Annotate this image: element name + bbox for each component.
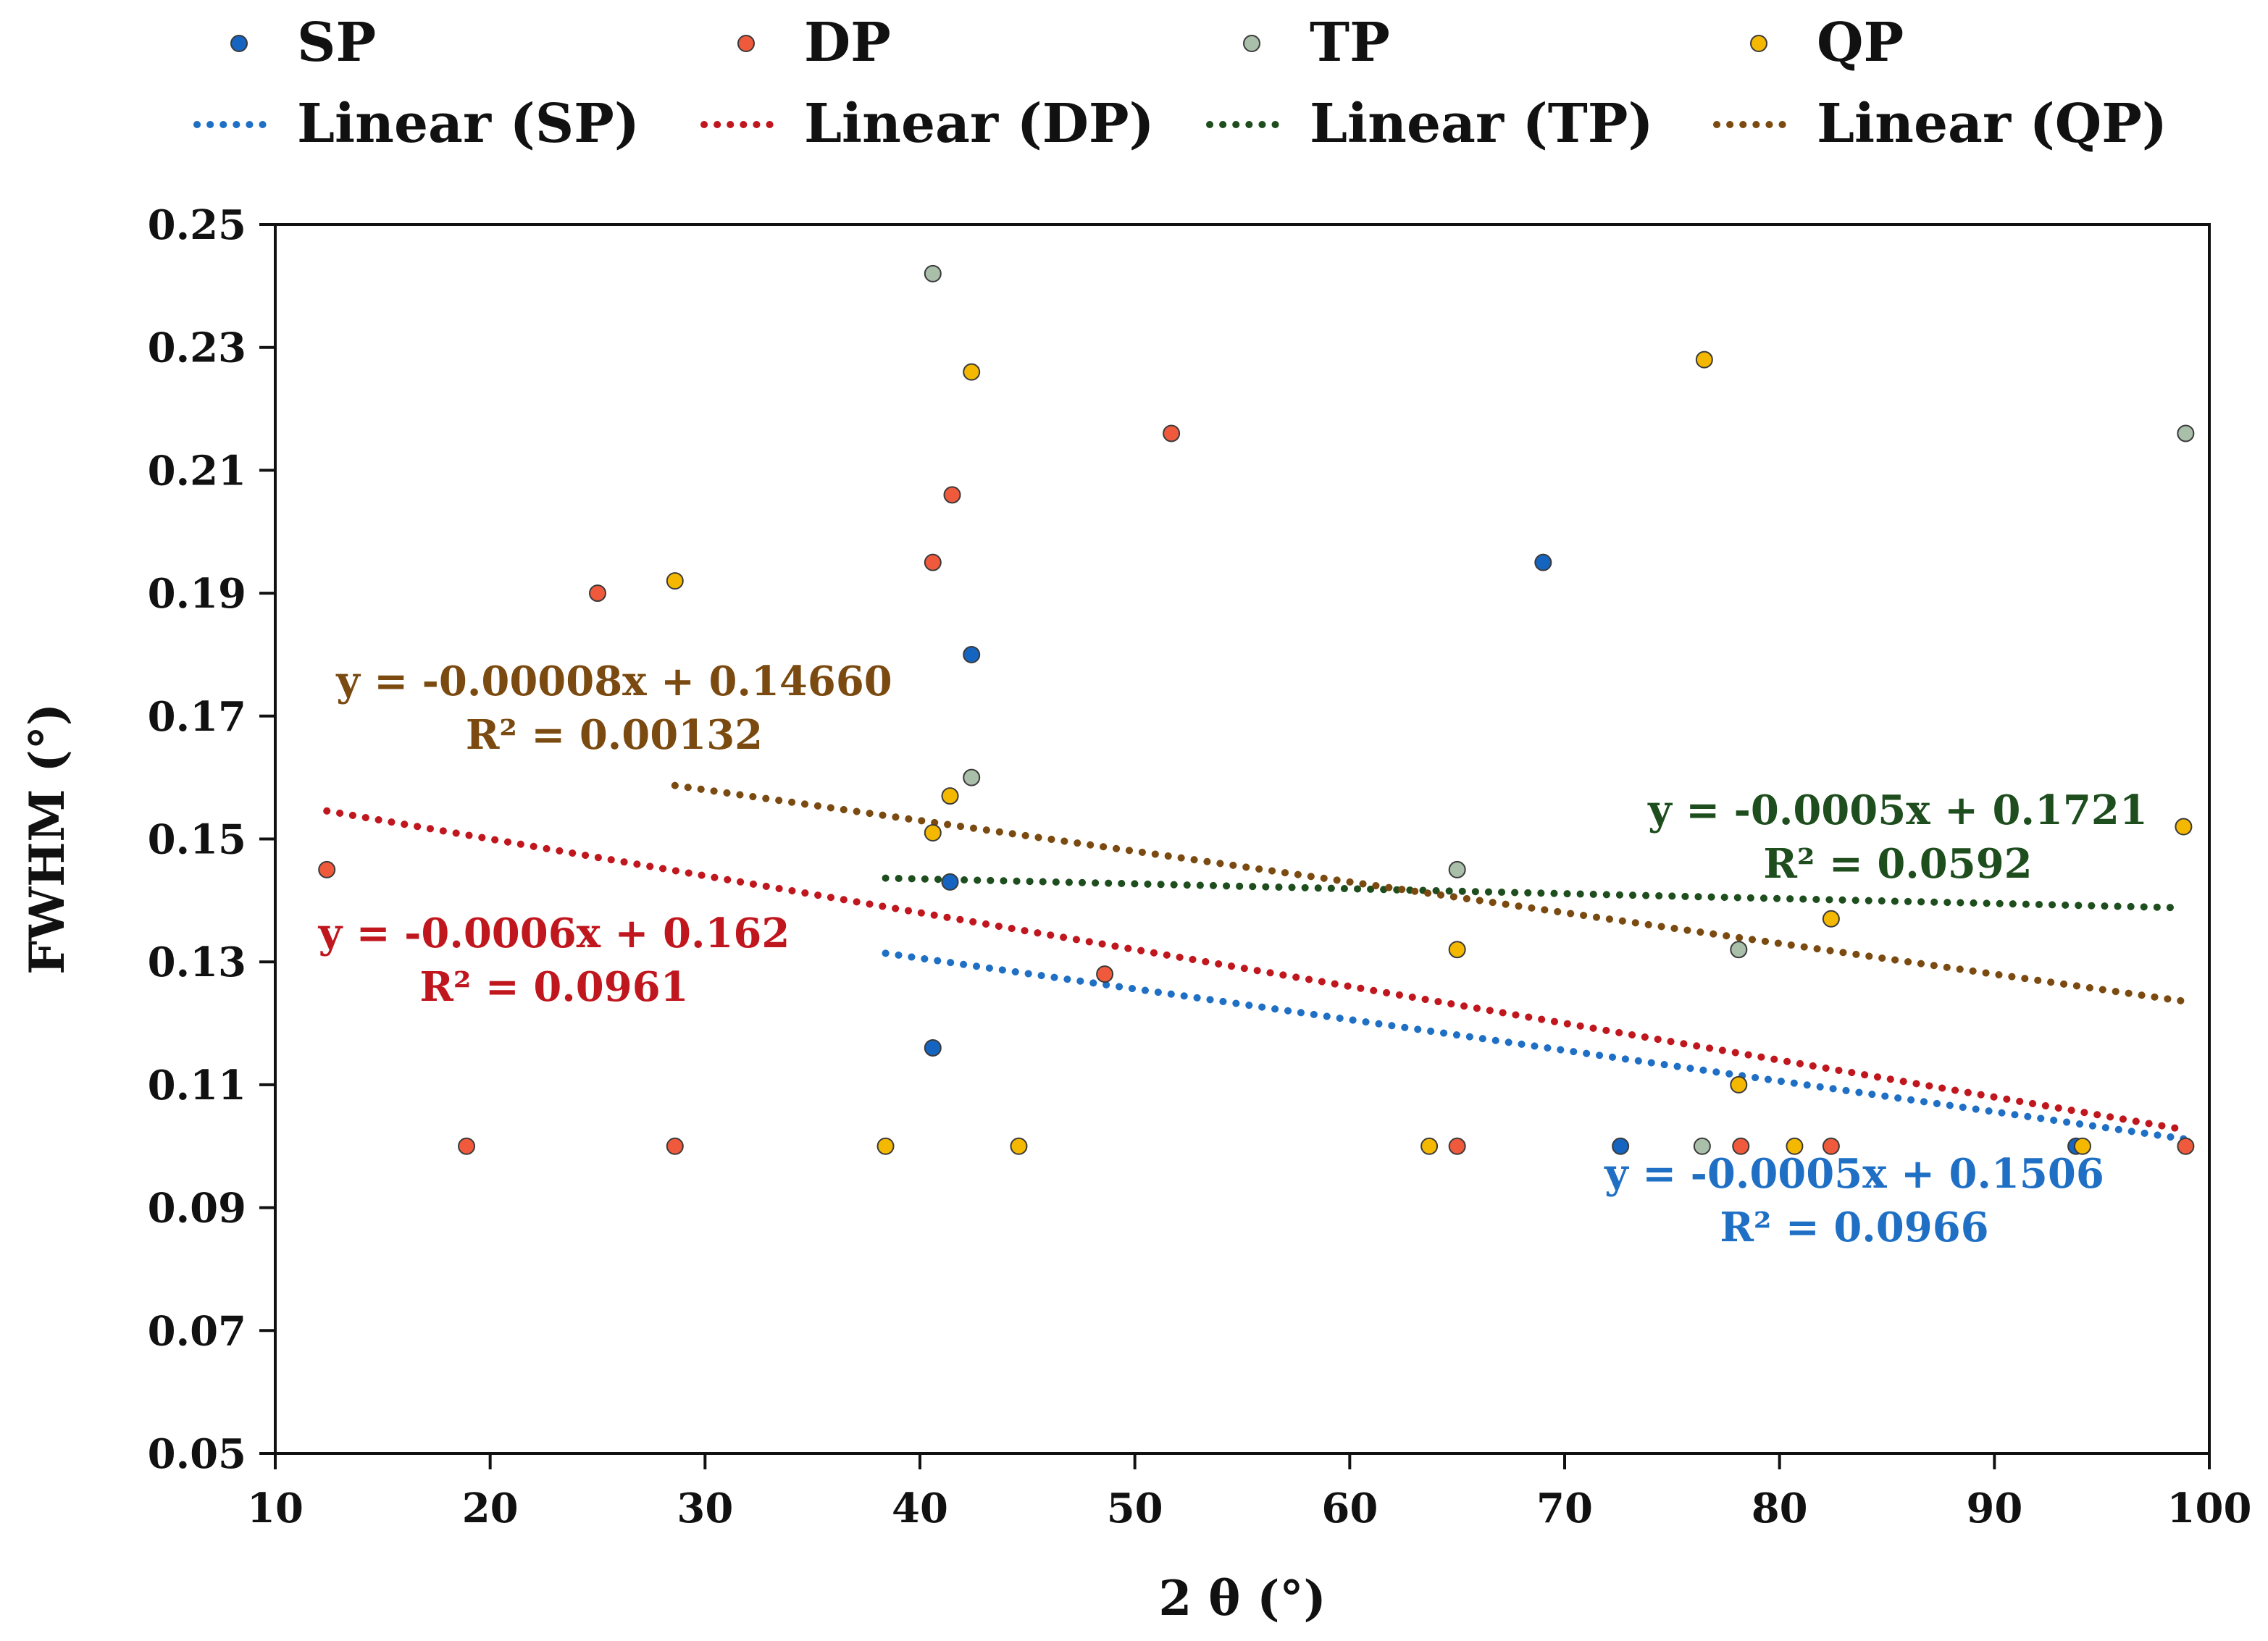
point-qp xyxy=(924,824,942,842)
plot-area xyxy=(259,223,2211,1469)
point-dp xyxy=(1096,965,1114,983)
y-tick-label: 0.23 xyxy=(148,324,246,372)
legend-label-dp: DP xyxy=(804,12,891,74)
y-tick-label: 0.25 xyxy=(148,201,246,249)
point-tp xyxy=(1693,1137,1711,1155)
x-tick-label: 90 xyxy=(1966,1485,2022,1532)
x-tick-label: 70 xyxy=(1536,1485,1593,1532)
legend-trend-label-qp: Linear (QP) xyxy=(1817,93,2167,155)
x-axis-title: 2 θ (°) xyxy=(1158,1570,1326,1627)
r2-sp: R² = 0.0966 xyxy=(1720,1204,1988,1251)
point-qp xyxy=(666,572,684,590)
x-tick-label: 20 xyxy=(462,1485,519,1532)
point-tp xyxy=(2177,424,2195,442)
point-dp xyxy=(666,1137,684,1155)
point-qp xyxy=(1448,941,1466,959)
trendlines xyxy=(323,781,2188,1143)
y-tick-label: 0.05 xyxy=(148,1430,246,1478)
equation-sp: y = -0.0005x + 0.1506 xyxy=(1604,1150,2104,1198)
y-tick-label: 0.09 xyxy=(148,1185,246,1233)
legend-marker-sp xyxy=(230,35,248,52)
point-qp xyxy=(1786,1137,1804,1155)
point-qp xyxy=(2175,818,2193,836)
point-qp xyxy=(1695,351,1713,369)
point-qp xyxy=(963,363,981,381)
point-sp xyxy=(924,1038,942,1057)
point-dp xyxy=(943,486,961,504)
point-qp xyxy=(1010,1137,1028,1155)
legend-trend-label-sp: Linear (SP) xyxy=(297,93,640,155)
legend-marker-dp xyxy=(737,35,755,52)
y-axis-title: FWHM (°) xyxy=(19,703,75,975)
point-dp xyxy=(1822,1137,1840,1155)
x-tick-label: 50 xyxy=(1107,1485,1163,1532)
trend-equations: y = -0.0005x + 0.1506 R² = 0.0966 y = -0.0… xyxy=(318,658,2148,1251)
legend-label-tp: TP xyxy=(1310,12,1390,74)
point-dp xyxy=(2177,1137,2195,1155)
legend-trend-label-dp: Linear (DP) xyxy=(804,93,1155,155)
axis-labels: 10 20 30 40 50 60 70 80 90 100 0.05 0.07 0.09 0.11 0.1… xyxy=(19,201,2251,1627)
y-tick-label: 0.11 xyxy=(148,1062,246,1109)
r2-qp: R² = 0.00132 xyxy=(466,711,763,759)
trendline-qp xyxy=(671,781,2188,1005)
legend-label-sp: SP xyxy=(297,12,376,74)
y-tick-label: 0.15 xyxy=(148,816,246,864)
point-dp xyxy=(589,584,606,603)
point-dp xyxy=(1163,424,1181,442)
legend-marker-tp xyxy=(1243,35,1260,52)
y-tick-label: 0.21 xyxy=(148,447,246,495)
x-tick-label: 40 xyxy=(892,1485,948,1532)
y-tick-label: 0.07 xyxy=(148,1307,246,1355)
r2-dp: R² = 0.0961 xyxy=(419,963,688,1011)
point-dp xyxy=(318,860,336,878)
trendline-sp xyxy=(882,949,2188,1143)
point-dp xyxy=(458,1137,476,1155)
x-tick-label: 10 xyxy=(247,1485,304,1532)
point-tp xyxy=(1448,860,1466,878)
point-sp xyxy=(1612,1137,1630,1155)
point-sp xyxy=(1534,553,1552,571)
equation-qp: y = -0.00008x + 0.14660 xyxy=(335,658,892,705)
point-qp xyxy=(1420,1137,1439,1155)
point-sp xyxy=(963,645,981,663)
x-tick-label: 80 xyxy=(1752,1485,1808,1532)
point-tp xyxy=(924,264,942,282)
point-dp xyxy=(1732,1137,1750,1155)
legend-trend-label-tp: Linear (TP) xyxy=(1310,93,1653,155)
point-tp xyxy=(1730,941,1748,959)
point-qp xyxy=(1822,910,1840,928)
point-qp xyxy=(876,1137,895,1155)
point-dp xyxy=(924,553,942,571)
y-tick-label: 0.19 xyxy=(148,570,246,618)
point-tp xyxy=(963,768,981,786)
equation-tp: y = -0.0005x + 0.1721 xyxy=(1647,786,2148,834)
y-tick-label: 0.13 xyxy=(148,939,246,986)
point-qp xyxy=(941,787,959,805)
x-tick-label: 60 xyxy=(1321,1485,1378,1532)
r2-tp: R² = 0.0592 xyxy=(1763,840,2032,888)
x-tick-label: 100 xyxy=(2167,1485,2252,1532)
legend-label-qp: QP xyxy=(1817,12,1904,74)
legend: SP Linear (SP) DP Linear (DP) TP Linear (TP) Q… xyxy=(193,12,2167,155)
y-tick-label: 0.17 xyxy=(148,693,246,741)
point-sp xyxy=(941,873,959,891)
equation-dp: y = -0.0006x + 0.162 xyxy=(318,910,790,957)
plot-frame xyxy=(274,223,2211,1455)
x-tick-label: 30 xyxy=(677,1485,733,1532)
point-dp xyxy=(1448,1137,1466,1155)
legend-marker-qp xyxy=(1750,35,1767,52)
trendline-dp xyxy=(323,807,2188,1133)
point-qp xyxy=(2073,1137,2091,1155)
trendline-tp xyxy=(882,874,2179,912)
data-points xyxy=(318,264,2195,1155)
point-qp xyxy=(1730,1075,1748,1094)
